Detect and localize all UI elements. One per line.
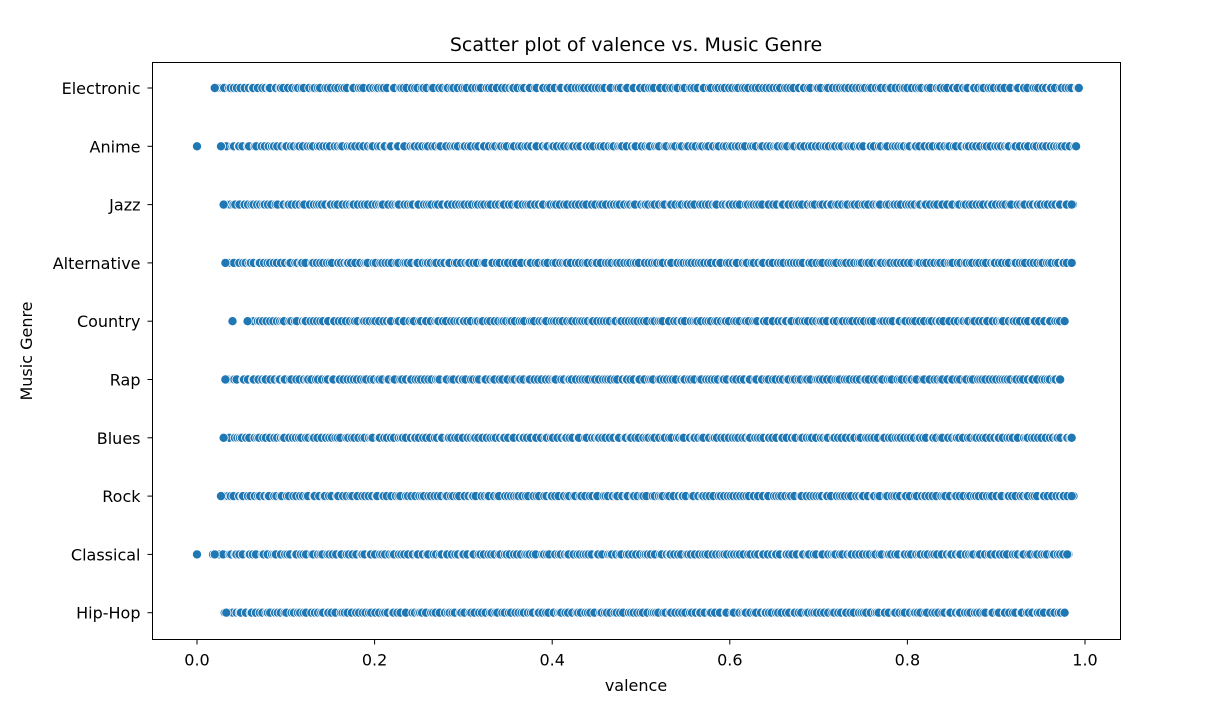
data-point <box>1062 549 1073 560</box>
y-tick-label: Rap <box>110 371 141 390</box>
plot-frame <box>152 62 1121 640</box>
data-point <box>221 607 232 618</box>
y-tick-label: Rock <box>102 487 141 506</box>
data-point <box>220 374 231 385</box>
x-tick-label: 1.0 <box>1072 651 1097 670</box>
y-tick-label: Alternative <box>53 254 141 273</box>
x-tick-label: 0.0 <box>184 651 209 670</box>
points-layer <box>191 83 1084 618</box>
y-tick-label: Country <box>77 312 141 331</box>
data-point <box>227 316 238 327</box>
data-point <box>1071 141 1082 152</box>
data-point <box>191 141 202 152</box>
data-point <box>1066 491 1077 502</box>
data-point <box>218 432 229 443</box>
y-tick-label: Jazz <box>108 196 140 215</box>
data-point <box>242 316 253 327</box>
data-point <box>1059 607 1070 618</box>
data-point <box>209 83 220 94</box>
data-point <box>191 549 202 560</box>
y-tick-label: Electronic <box>62 79 141 98</box>
data-point <box>215 491 226 502</box>
y-tick-label: Blues <box>97 429 141 448</box>
data-point <box>1066 199 1077 210</box>
chart-title: Scatter plot of valence vs. Music Genre <box>450 34 822 56</box>
y-axis-label: Music Genre <box>17 301 36 400</box>
x-axis: 0.0 0.2 0.4 0.6 0.8 1.0 <box>184 639 1098 670</box>
x-tick-label: 0.4 <box>539 651 564 670</box>
y-axis: Electronic Anime Jazz Alternative Country Rap… <box>53 79 153 623</box>
data-point <box>1066 257 1077 268</box>
data-point <box>220 257 231 268</box>
data-point <box>215 141 226 152</box>
y-tick-label: Anime <box>90 137 141 156</box>
x-tick-label: 0.6 <box>717 651 742 670</box>
data-point <box>1055 374 1066 385</box>
data-point <box>209 549 220 560</box>
x-tick-label: 0.2 <box>362 651 387 670</box>
data-point <box>1073 83 1084 94</box>
data-point <box>1066 432 1077 443</box>
x-axis-label: valence <box>605 676 667 695</box>
data-point <box>1059 316 1070 327</box>
x-tick-label: 0.8 <box>895 651 920 670</box>
data-point <box>218 199 229 210</box>
y-tick-label: Hip-Hop <box>76 604 140 623</box>
y-tick-label: Classical <box>71 545 141 564</box>
